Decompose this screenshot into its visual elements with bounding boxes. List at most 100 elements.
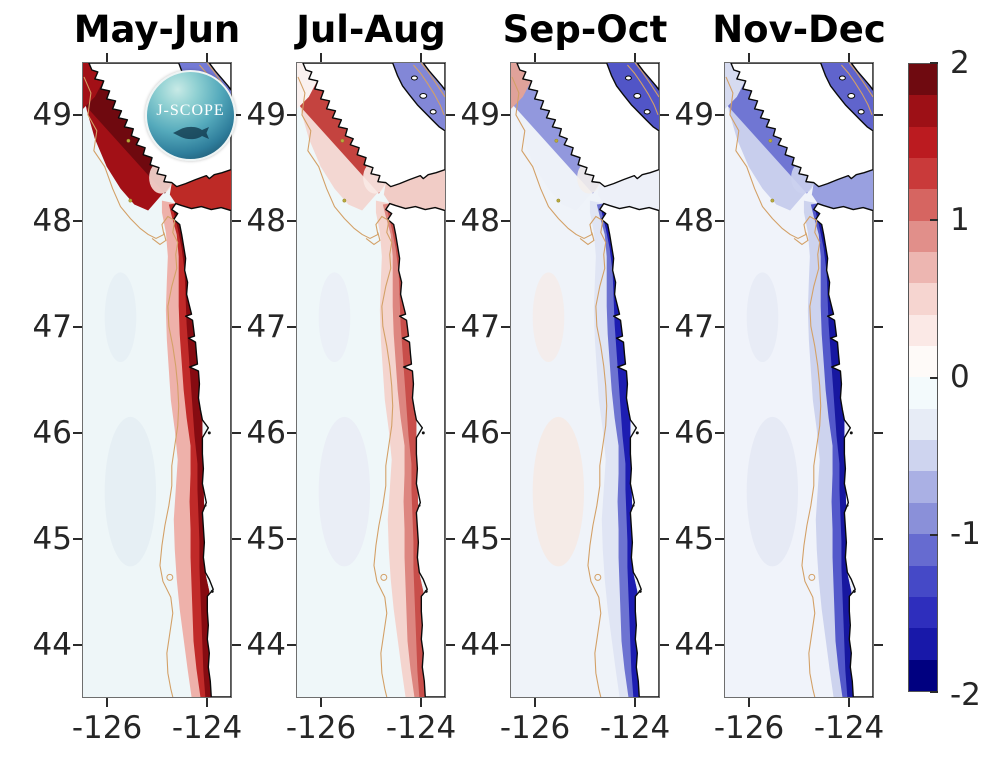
y-tick-label: 45 — [246, 521, 286, 557]
isobath-contour — [511, 76, 608, 697]
axis-tick — [446, 326, 455, 328]
axis-tick — [446, 220, 455, 222]
station-dot — [770, 198, 775, 203]
axis-tick — [715, 538, 724, 540]
x-tick-label: -126 — [499, 710, 571, 746]
coastal-band-nearshore — [601, 203, 640, 697]
axis-tick — [446, 644, 455, 646]
islet — [204, 504, 207, 507]
axis-tick — [874, 326, 883, 328]
y-tick-label: 45 — [32, 521, 72, 557]
island — [633, 93, 642, 99]
axis-tick — [73, 114, 82, 116]
juan-de-fuca-anomaly — [597, 169, 659, 211]
isobath-contour — [634, 63, 659, 98]
isobath-contour-loop — [594, 573, 602, 581]
colorbar-tick-label: 2 — [950, 45, 970, 81]
map-jul-aug — [296, 62, 446, 698]
axis-tick — [930, 62, 938, 64]
axis-tick — [320, 698, 322, 707]
panel-title-nov-dec: Nov-Dec — [712, 8, 886, 51]
axis-tick — [660, 644, 669, 646]
colorbar-segment — [909, 283, 937, 315]
y-tick-label: 48 — [674, 203, 714, 239]
axis-tick — [634, 53, 636, 62]
axis-tick — [287, 114, 296, 116]
isobath-contour — [420, 63, 445, 98]
land-mainland-bc — [208, 63, 231, 91]
station-dot — [768, 138, 773, 143]
station-dot — [554, 138, 559, 143]
axis-tick — [874, 432, 883, 434]
axis-tick — [232, 644, 241, 646]
island — [857, 109, 865, 115]
axis-tick — [715, 644, 724, 646]
axis-tick — [501, 538, 510, 540]
colorbar-segment — [909, 252, 937, 284]
axis-tick — [287, 432, 296, 434]
isobath-contour — [793, 232, 809, 246]
axis-tick — [73, 538, 82, 540]
x-tick-label: -126 — [71, 710, 143, 746]
x-tick-label: -126 — [713, 710, 785, 746]
juan-de-fuca-anomaly — [169, 169, 231, 211]
axis-tick — [206, 698, 208, 707]
map-nov-dec — [724, 62, 874, 698]
colorbar-segment — [909, 471, 937, 503]
axis-tick — [930, 219, 938, 222]
colorbar-segment — [909, 377, 937, 409]
offshore-patch — [746, 272, 779, 363]
isobath-contour-loop — [166, 573, 174, 581]
isobath-contour — [627, 64, 659, 116]
isobath-contour — [413, 64, 445, 116]
anomaly-map — [297, 63, 445, 697]
axis-tick — [660, 538, 669, 540]
axis-tick — [501, 114, 510, 116]
axis-tick — [930, 376, 938, 379]
station-dot — [342, 198, 347, 203]
islet — [846, 504, 849, 507]
colorbar-segment — [909, 220, 937, 253]
colorbar-segment — [909, 502, 937, 535]
axis-tick — [206, 53, 208, 62]
axis-tick — [660, 432, 669, 434]
panel-title-sep-oct: Sep-Oct — [502, 8, 668, 51]
axis-tick — [73, 326, 82, 328]
map-may-jun — [82, 62, 232, 698]
axis-tick — [848, 698, 850, 707]
island — [419, 93, 428, 99]
colorbar-segment — [909, 314, 937, 347]
island — [847, 93, 856, 99]
axis-tick — [287, 220, 296, 222]
colorbar-tick-label: 1 — [950, 202, 970, 238]
colorbar-segment — [909, 126, 937, 159]
axis-tick — [320, 53, 322, 62]
y-tick-label: 44 — [674, 627, 714, 663]
y-tick-label: 45 — [674, 521, 714, 557]
shelf-anomaly-inner — [83, 63, 173, 194]
colorbar-segment — [909, 596, 937, 629]
y-tick-label: 48 — [460, 203, 500, 239]
isobath-contour — [365, 232, 381, 246]
axis-tick — [287, 644, 296, 646]
y-tick-label: 48 — [246, 203, 286, 239]
axis-tick — [715, 220, 724, 222]
axis-tick — [232, 538, 241, 540]
islet — [424, 589, 428, 593]
axis-tick — [232, 432, 241, 434]
axis-tick — [534, 53, 536, 62]
x-tick-label: -124 — [385, 710, 457, 746]
isobath-contour — [841, 64, 873, 116]
island — [410, 75, 418, 81]
colorbar-segment — [909, 95, 937, 127]
axis-tick — [634, 698, 636, 707]
axis-tick — [232, 220, 241, 222]
axis-tick — [446, 432, 455, 434]
x-tick-label: -126 — [285, 710, 357, 746]
y-tick-label: 46 — [460, 415, 500, 451]
y-tick-label: 49 — [32, 97, 72, 133]
isobath-contour — [579, 232, 595, 246]
islet — [210, 589, 214, 593]
axis-tick — [73, 220, 82, 222]
axis-tick — [930, 533, 938, 536]
